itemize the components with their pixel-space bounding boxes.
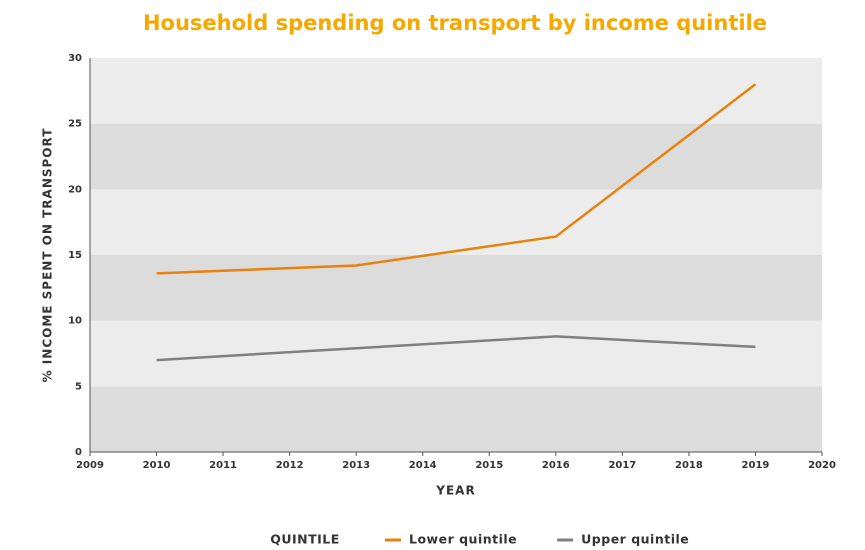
x-tick-label: 2020 xyxy=(808,460,836,471)
legend-title: QUINTILE xyxy=(270,532,340,547)
y-tick-label: 30 xyxy=(68,53,82,64)
y-tick-label: 20 xyxy=(68,184,82,195)
x-tick-label: 2012 xyxy=(276,460,304,471)
x-tick-label: 2011 xyxy=(209,460,237,471)
chart-title: Household spending on transport by incom… xyxy=(143,11,767,35)
grid-band xyxy=(90,123,822,190)
x-axis-label: YEAR xyxy=(435,484,475,498)
series-line xyxy=(156,335,756,362)
x-tick-label: 2010 xyxy=(143,460,171,471)
y-tick-label: 15 xyxy=(68,250,82,261)
x-tick-label: 2015 xyxy=(475,460,503,471)
y-tick-label: 10 xyxy=(68,316,82,327)
grid-band xyxy=(90,386,822,452)
x-tick-label: 2018 xyxy=(675,460,703,471)
x-tick-label: 2016 xyxy=(542,460,570,471)
y-tick-label: 5 xyxy=(75,381,82,392)
series-line xyxy=(156,83,757,275)
y-tick-label: 25 xyxy=(68,119,82,130)
grid-band xyxy=(90,255,822,321)
y-axis-label: % INCOME SPENT ON TRANSPORT xyxy=(41,128,55,383)
x-tick-label: 2017 xyxy=(608,460,636,471)
grid-band xyxy=(90,58,822,124)
grid-band xyxy=(90,189,822,255)
x-tick-label: 2019 xyxy=(742,460,770,471)
grid-band xyxy=(90,320,822,387)
y-tick-label: 0 xyxy=(75,447,82,458)
x-tick-label: 2009 xyxy=(76,460,104,471)
legend-label: Upper quintile xyxy=(581,532,689,547)
legend-label: Lower quintile xyxy=(409,532,517,547)
x-tick-label: 2014 xyxy=(409,460,437,471)
x-tick-label: 2013 xyxy=(342,460,370,471)
